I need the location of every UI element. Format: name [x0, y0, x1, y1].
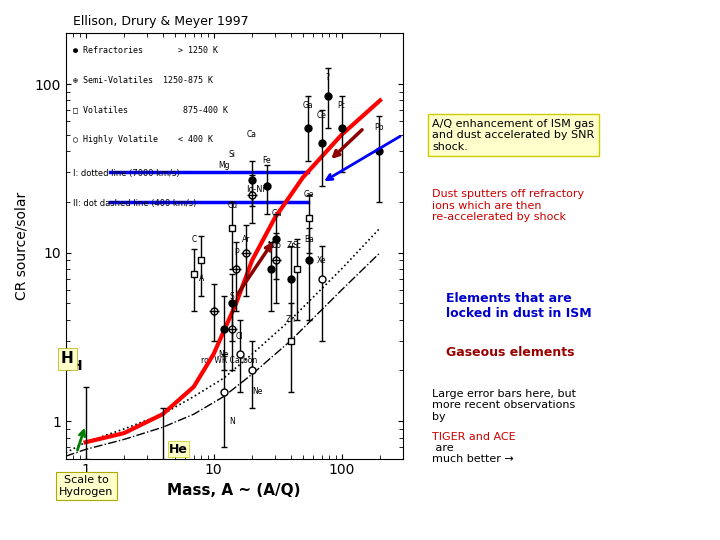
Text: A/Q enhancement of ISM gas
and dust accelerated by SNR
shock.: A/Q enhancement of ISM gas and dust acce… — [432, 119, 594, 152]
I: dotted (7000 km/s): (20, 2.5): dotted (7000 km/s): (20, 2.5) — [248, 351, 256, 357]
Text: □ Volatiles           875-400 K: □ Volatiles 875-400 K — [73, 106, 228, 114]
I: dotted (7000 km/s): (2, 0.9): dotted (7000 km/s): (2, 0.9) — [120, 426, 128, 432]
Text: Cu: Cu — [228, 201, 238, 210]
Text: Large error bars here, but
more recent observations
by: Large error bars here, but more recent o… — [432, 389, 576, 422]
Text: H: H — [71, 360, 82, 374]
Line: II: dash-dot (400 km/s): II: dash-dot (400 km/s) — [66, 253, 380, 456]
Text: S: S — [230, 292, 235, 301]
Text: Ar: Ar — [242, 235, 251, 244]
Text: H: H — [61, 352, 73, 367]
I: dotted (7000 km/s): (12, 1.8): dotted (7000 km/s): (12, 1.8) — [220, 375, 228, 381]
Text: II: dot dashed line (400 km/s): II: dot dashed line (400 km/s) — [73, 199, 196, 208]
Text: Xe: Xe — [317, 256, 326, 265]
Text: Ge: Ge — [304, 191, 315, 199]
Text: Mg: Mg — [218, 161, 230, 170]
Text: Ic-Ni: Ic-Ni — [246, 185, 265, 194]
I: dotted (7000 km/s): (40, 4): dotted (7000 km/s): (40, 4) — [287, 316, 295, 323]
II: dash-dot (400 km/s): (7, 1.1): dash-dot (400 km/s): (7, 1.1) — [189, 411, 198, 417]
Text: Fe: Fe — [262, 157, 271, 165]
Text: ror WR Carbon: ror WR Carbon — [201, 356, 258, 366]
I: dotted (7000 km/s): (7, 1.4): dotted (7000 km/s): (7, 1.4) — [189, 393, 198, 400]
I: dotted (7000 km/s): (0.7, 0.65): dotted (7000 km/s): (0.7, 0.65) — [61, 449, 70, 456]
I: dotted (7000 km/s): (200, 14): dotted (7000 km/s): (200, 14) — [376, 225, 384, 231]
Text: P: P — [234, 248, 238, 257]
II: dash-dot (400 km/s): (40, 3): dash-dot (400 km/s): (40, 3) — [287, 338, 295, 344]
Y-axis label: CR source/solar: CR source/solar — [15, 192, 29, 300]
Text: are
much better →: are much better → — [432, 443, 514, 464]
Text: Ellison, Drury & Meyer 1997: Ellison, Drury & Meyer 1997 — [73, 15, 248, 28]
II: dash-dot (400 km/s): (100, 6): dash-dot (400 km/s): (100, 6) — [337, 287, 346, 293]
II: dash-dot (400 km/s): (1, 0.68): dash-dot (400 km/s): (1, 0.68) — [81, 446, 90, 453]
II: dash-dot (400 km/s): (0.7, 0.62): dash-dot (400 km/s): (0.7, 0.62) — [61, 453, 70, 460]
Text: Si: Si — [229, 151, 235, 159]
X-axis label: Mass, A ~ (A/Q): Mass, A ~ (A/Q) — [168, 483, 301, 498]
Text: ?: ? — [325, 72, 330, 82]
II: dash-dot (400 km/s): (2, 0.78): dash-dot (400 km/s): (2, 0.78) — [120, 436, 128, 443]
Text: Zr: Zr — [287, 241, 295, 250]
I: dotted (7000 km/s): (4, 1.1): dotted (7000 km/s): (4, 1.1) — [158, 411, 167, 417]
Text: He: He — [169, 443, 188, 456]
II: dash-dot (400 km/s): (200, 10): dash-dot (400 km/s): (200, 10) — [376, 249, 384, 256]
Text: Ce: Ce — [317, 111, 327, 120]
II: dash-dot (400 km/s): (12, 1.4): dash-dot (400 km/s): (12, 1.4) — [220, 393, 228, 400]
Text: Scale to
Hydrogen: Scale to Hydrogen — [59, 475, 114, 497]
Text: Gaseous elements: Gaseous elements — [446, 346, 575, 359]
Text: ● Refractories       > 1250 K: ● Refractories > 1250 K — [73, 46, 217, 55]
Text: Ca: Ca — [247, 130, 257, 139]
Text: TIGER and ACE: TIGER and ACE — [432, 432, 516, 442]
Text: ⊕ Semi-Volatiles  1250-875 K: ⊕ Semi-Volatiles 1250-875 K — [73, 76, 212, 85]
Text: Ga: Ga — [303, 100, 314, 110]
Text: ○ Highly Volatile    < 400 K: ○ Highly Volatile < 400 K — [73, 136, 212, 144]
Text: Elements that are
locked in dust in ISM: Elements that are locked in dust in ISM — [446, 292, 592, 320]
I: dotted (7000 km/s): (100, 8): dotted (7000 km/s): (100, 8) — [337, 266, 346, 272]
Text: Zn: Zn — [286, 315, 296, 324]
Text: Ni: Ni — [267, 241, 275, 250]
Text: Ba: Ba — [305, 235, 314, 244]
Text: Ga: Ga — [271, 210, 282, 218]
Text: Cl: Cl — [236, 332, 243, 341]
II: dash-dot (400 km/s): (20, 1.9): dash-dot (400 km/s): (20, 1.9) — [248, 371, 256, 377]
Text: A: A — [199, 274, 204, 284]
Text: Sc: Sc — [293, 241, 302, 250]
Text: N: N — [230, 417, 235, 426]
Line: I: dotted (7000 km/s): I: dotted (7000 km/s) — [66, 228, 380, 453]
Text: C: C — [191, 235, 197, 244]
Text: Co: Co — [271, 241, 282, 250]
II: dash-dot (400 km/s): (4, 0.92): dash-dot (400 km/s): (4, 0.92) — [158, 424, 167, 430]
Text: Ne: Ne — [252, 387, 263, 396]
Text: Dust sputters off refractory
ions which are then
re-accelerated by shock: Dust sputters off refractory ions which … — [432, 189, 584, 222]
Text: Ne: Ne — [219, 349, 229, 359]
Text: Pb: Pb — [374, 123, 384, 132]
Text: Pt: Pt — [338, 100, 346, 110]
I: dotted (7000 km/s): (1, 0.75): dotted (7000 km/s): (1, 0.75) — [81, 439, 90, 446]
Text: I: dotted line (7000 km/s): I: dotted line (7000 km/s) — [73, 170, 179, 178]
